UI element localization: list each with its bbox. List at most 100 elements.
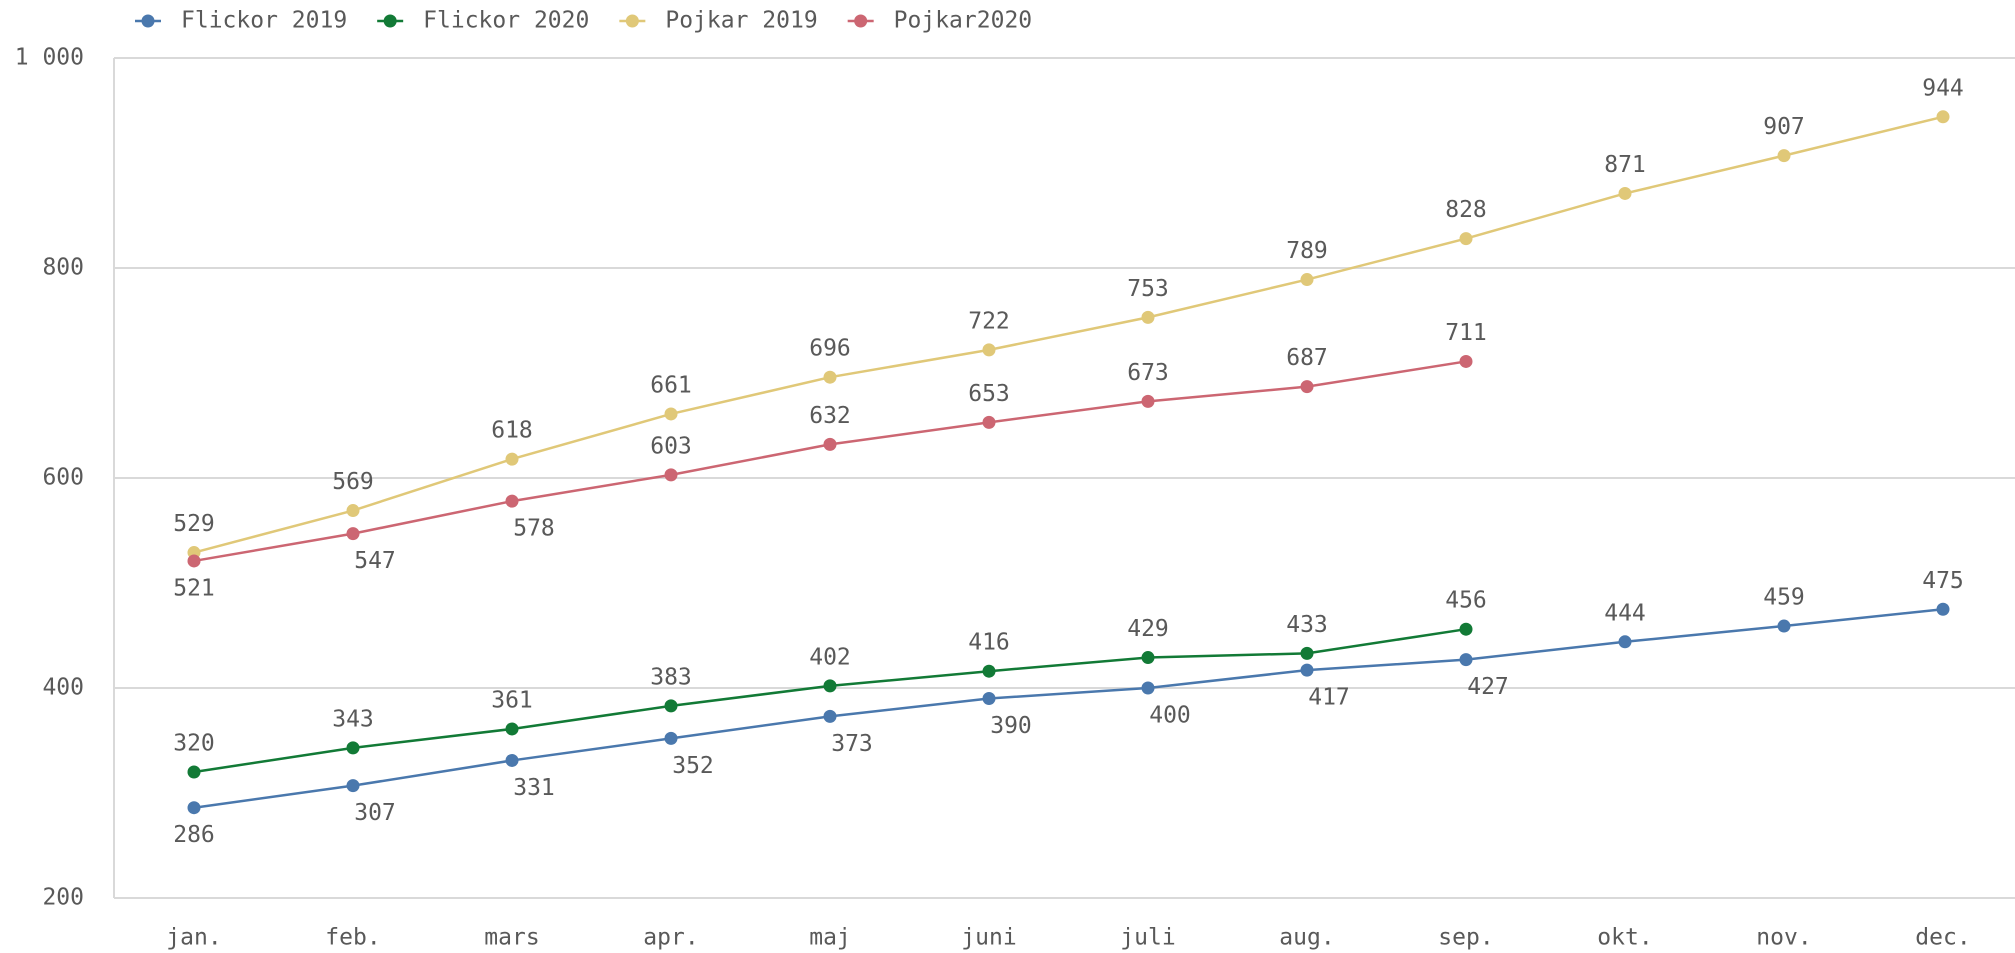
data-label: 390	[990, 713, 1032, 739]
x-tick-label: feb.	[325, 925, 380, 951]
data-point	[346, 741, 360, 755]
data-point	[187, 765, 201, 779]
data-point	[1459, 232, 1473, 246]
data-point	[1300, 663, 1314, 677]
data-point	[505, 722, 519, 736]
data-label: 429	[1127, 616, 1169, 642]
data-label: 361	[491, 687, 533, 713]
data-label: 711	[1445, 320, 1487, 346]
data-label: 618	[491, 418, 533, 444]
data-label: 521	[173, 575, 215, 601]
data-point	[1141, 310, 1155, 324]
x-tick-label: sep.	[1438, 925, 1493, 951]
data-point	[664, 699, 678, 713]
x-tick-label: apr.	[643, 925, 698, 951]
data-label: 687	[1286, 345, 1328, 371]
data-point	[664, 731, 678, 745]
data-label: 475	[1922, 568, 1964, 594]
x-tick-label: juni	[961, 925, 1016, 951]
x-tick-label: aug.	[1279, 925, 1334, 951]
data-label: 402	[809, 644, 851, 670]
data-point	[187, 801, 201, 815]
series-line	[193, 608, 1944, 809]
data-label: 444	[1604, 600, 1646, 626]
data-point	[1141, 651, 1155, 665]
data-label: 696	[809, 336, 851, 362]
data-point	[1300, 380, 1314, 394]
data-label: 456	[1445, 588, 1487, 614]
y-tick-label: 400	[42, 675, 84, 701]
data-label: 343	[332, 706, 374, 732]
data-point	[1459, 622, 1473, 636]
data-point	[1300, 273, 1314, 287]
data-point	[505, 452, 519, 466]
data-label: 789	[1286, 238, 1328, 264]
data-point	[982, 343, 996, 357]
data-label: 427	[1467, 674, 1509, 700]
data-point	[505, 753, 519, 767]
data-label: 661	[650, 372, 692, 398]
y-tick-label: 1 000	[15, 45, 84, 71]
data-label: 828	[1445, 197, 1487, 223]
data-point	[823, 437, 837, 451]
legend-label: Flickor 2019	[181, 8, 347, 34]
data-label: 373	[831, 731, 873, 757]
data-label: 632	[809, 403, 851, 429]
data-point	[1141, 681, 1155, 695]
series-line	[193, 360, 1467, 563]
data-point	[664, 468, 678, 482]
data-point	[823, 370, 837, 384]
legend-label: Flickor 2020	[423, 8, 589, 34]
data-point	[982, 692, 996, 705]
data-point	[823, 679, 837, 693]
data-point	[1459, 653, 1473, 667]
data-point	[346, 779, 360, 793]
data-label: 603	[650, 433, 692, 459]
data-label: 673	[1127, 360, 1169, 386]
data-point	[1459, 354, 1473, 368]
data-label: 286	[173, 822, 215, 848]
data-label: 352	[672, 753, 714, 779]
x-tick-label: jan.	[166, 925, 221, 951]
data-label: 459	[1763, 585, 1805, 611]
data-label: 722	[968, 308, 1010, 334]
data-label: 753	[1127, 276, 1169, 302]
data-label: 383	[650, 664, 692, 690]
data-point	[823, 709, 837, 723]
y-tick-label: 600	[42, 465, 84, 491]
data-point	[1618, 635, 1632, 649]
data-point	[346, 504, 360, 518]
data-point	[1141, 394, 1155, 408]
data-label: 417	[1308, 685, 1350, 711]
data-point	[664, 407, 678, 421]
data-label: 320	[173, 731, 215, 757]
series-line	[193, 115, 1944, 554]
x-tick-label: mars	[484, 925, 539, 951]
data-point	[505, 494, 519, 508]
legend-marker	[383, 14, 397, 28]
data-point	[1777, 619, 1791, 633]
x-tick-label: nov.	[1756, 925, 1811, 951]
data-label: 569	[332, 469, 374, 495]
data-point	[1300, 646, 1314, 660]
data-point	[1936, 110, 1950, 124]
data-point	[1936, 602, 1950, 616]
data-label: 944	[1922, 75, 1964, 101]
data-label: 416	[968, 630, 1010, 656]
data-label: 331	[513, 775, 555, 801]
legend-marker	[141, 14, 155, 28]
data-label: 871	[1604, 152, 1646, 178]
data-point	[982, 664, 996, 678]
y-tick-label: 200	[42, 885, 84, 911]
legend-label: Pojkar2020	[894, 8, 1032, 34]
data-point	[346, 527, 360, 541]
data-label: 307	[354, 800, 396, 826]
data-label: 529	[173, 511, 215, 537]
x-tick-label: dec.	[1915, 925, 1970, 951]
y-tick-label: 800	[42, 255, 84, 281]
x-tick-label: okt.	[1597, 925, 1652, 951]
data-point	[1777, 149, 1791, 163]
legend-label: Pojkar 2019	[665, 8, 817, 34]
data-label: 578	[513, 516, 555, 542]
